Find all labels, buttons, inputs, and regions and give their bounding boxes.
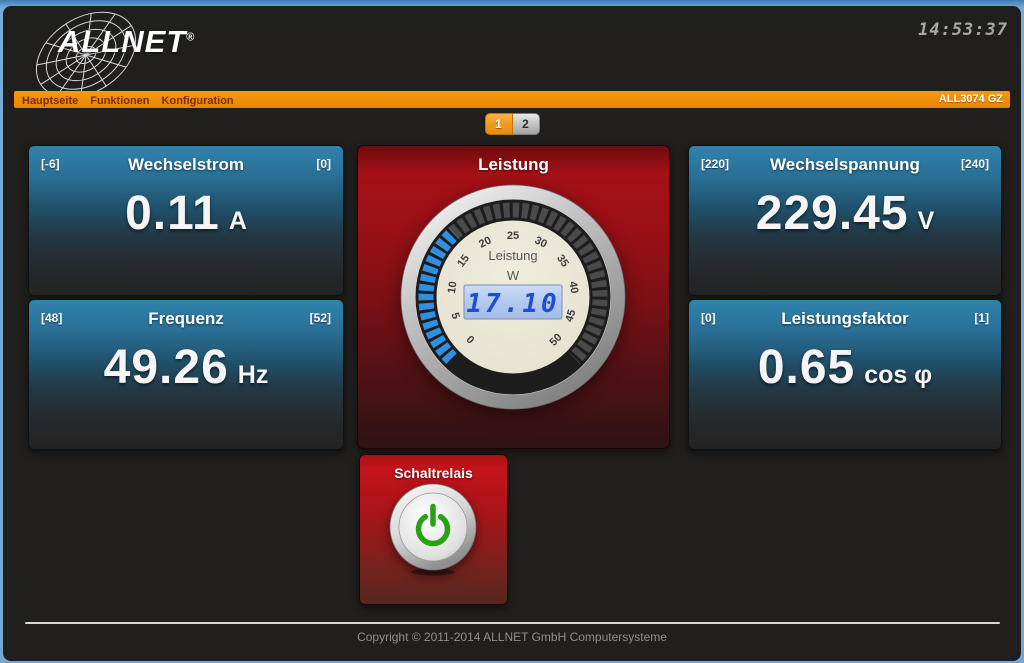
main-navbar: Hauptseite Funktionen Konfiguration ALL307… xyxy=(14,91,1010,108)
range-min-label: [-6] xyxy=(41,157,60,171)
svg-text:5: 5 xyxy=(448,311,461,321)
value-number: 0.11 xyxy=(125,187,220,240)
value-unit: V xyxy=(917,207,935,235)
panel-title: Wechselstrom xyxy=(128,155,244,174)
nav-item-funktionen[interactable]: Funktionen xyxy=(90,95,150,107)
panel-title: Wechselspannung xyxy=(770,155,920,174)
panel-wechselstrom: [-6] Wechselstrom [0] 0.11 A xyxy=(28,145,344,296)
metric-value: 0.11 A xyxy=(29,186,343,241)
panel-title: Frequenz xyxy=(148,309,224,328)
value-unit: Hz xyxy=(237,361,269,389)
value-number: 0.65 xyxy=(757,341,856,394)
svg-text:25: 25 xyxy=(507,230,519,242)
logo-text: ALLNET xyxy=(58,24,187,59)
value-unit: cos φ xyxy=(864,361,933,389)
value-unit: A xyxy=(228,207,247,235)
device-name-label: ALL3074 GZ xyxy=(938,93,1003,105)
svg-text:30: 30 xyxy=(533,234,549,250)
svg-text:15: 15 xyxy=(455,253,472,270)
range-max-label: [0] xyxy=(316,157,331,171)
panel-schaltrelais: Schaltrelais xyxy=(359,454,508,605)
nav-item-hauptseite[interactable]: Hauptseite xyxy=(22,95,79,107)
svg-text:40: 40 xyxy=(566,280,580,294)
range-max-label: [52] xyxy=(309,311,331,325)
clock-display: 14:53:37 xyxy=(918,20,1008,40)
range-max-label: [1] xyxy=(974,311,989,325)
footer-copyright: Copyright © 2011-2014 ALLNET GmbH Comput… xyxy=(357,630,667,644)
panel-leistung: Leistung 0 5 10 15 20 25 30 35 40 45 50 Leistung W xyxy=(357,145,670,449)
footer-divider xyxy=(25,622,1000,624)
range-min-label: [220] xyxy=(701,157,730,171)
value-number: 229.45 xyxy=(755,187,909,240)
panel-title: Leistungsfaktor xyxy=(781,309,909,328)
svg-text:Leistung: Leistung xyxy=(488,248,537,263)
metric-value: 229.45 V xyxy=(689,186,1001,241)
svg-text:17.10: 17.10 xyxy=(466,289,559,319)
nav-item-konfiguration[interactable]: Konfiguration xyxy=(161,95,234,107)
metric-value: 49.26 Hz xyxy=(29,340,343,395)
leistung-gauge: 0 5 10 15 20 25 30 35 40 45 50 Leistung W 17.10 xyxy=(393,177,633,417)
panel-wechselspannung: [220] Wechselspannung [240] 229.45 V xyxy=(688,145,1002,296)
allnet-globe-logo-icon xyxy=(35,11,137,94)
value-number: 49.26 xyxy=(103,341,229,394)
svg-text:W: W xyxy=(507,268,520,283)
metric-value: 0.65 cos φ xyxy=(689,340,1001,395)
svg-text:45: 45 xyxy=(563,308,578,323)
nav-menu: Hauptseite Funktionen Konfiguration xyxy=(14,91,234,108)
page-tab-2[interactable]: 2 xyxy=(512,113,540,135)
logo-wordmark: ALLNET® xyxy=(58,24,195,60)
panel-title: Schaltrelais xyxy=(394,465,473,481)
panel-leistungsfaktor: [0] Leistungsfaktor [1] 0.65 cos φ xyxy=(688,299,1002,450)
svg-text:20: 20 xyxy=(477,234,493,250)
range-min-label: [0] xyxy=(701,311,716,325)
registered-mark: ® xyxy=(186,31,196,44)
svg-text:10: 10 xyxy=(446,280,460,294)
relay-power-button[interactable] xyxy=(385,479,481,579)
svg-text:35: 35 xyxy=(554,253,571,270)
panel-title: Leistung xyxy=(478,155,549,174)
panel-frequenz: [48] Frequenz [52] 49.26 Hz xyxy=(28,299,344,450)
range-min-label: [48] xyxy=(41,311,63,325)
page-tab-1[interactable]: 1 xyxy=(484,113,513,135)
range-max-label: [240] xyxy=(960,157,989,171)
